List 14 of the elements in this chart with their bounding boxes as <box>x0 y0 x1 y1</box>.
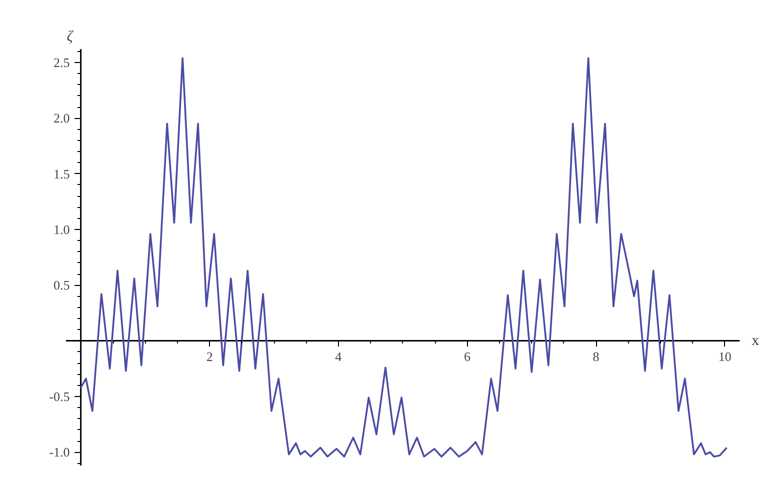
x-tick-label: 6 <box>464 348 471 364</box>
x-tick-label: 8 <box>592 348 600 364</box>
y-tick-label: 1.5 <box>54 166 70 182</box>
x-tick-label: 4 <box>335 348 342 364</box>
y-tick-label: 1.0 <box>54 222 70 237</box>
y-tick-label: 2.5 <box>54 54 70 70</box>
y-tick-label: 2.0 <box>54 110 70 126</box>
x-tick-label: 10 <box>718 348 732 364</box>
y-tick-label: 0.5 <box>54 278 70 293</box>
x-axis-title: x <box>752 332 760 349</box>
y-tick-label: -1.0 <box>49 444 70 460</box>
x-tick-label: 2 <box>206 348 213 364</box>
y-tick-label: -0.5 <box>49 388 70 404</box>
y-axis-title: ζ <box>66 29 74 46</box>
